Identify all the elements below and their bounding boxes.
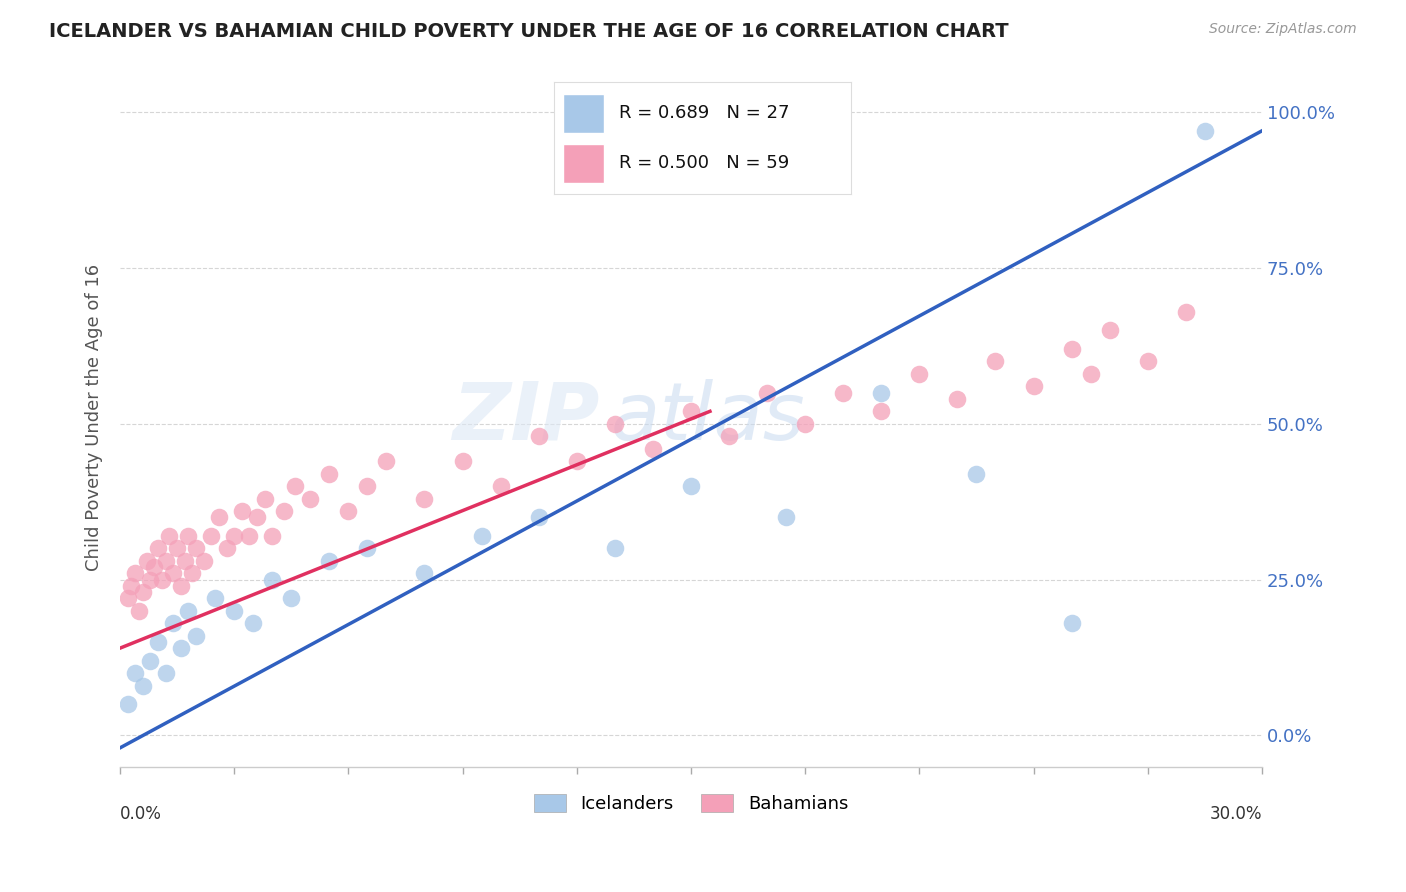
Point — [120, 579, 142, 593]
Point — [170, 641, 193, 656]
Point — [155, 554, 177, 568]
Point — [159, 529, 181, 543]
Y-axis label: Child Poverty Under the Age of 16: Child Poverty Under the Age of 16 — [86, 264, 103, 571]
Point — [262, 573, 284, 587]
Point — [224, 529, 246, 543]
Point — [1060, 342, 1083, 356]
Point — [177, 604, 200, 618]
Point — [756, 385, 779, 400]
Point — [870, 404, 893, 418]
Point — [1060, 616, 1083, 631]
Point — [215, 541, 238, 556]
Point — [527, 429, 550, 443]
Point — [832, 385, 855, 400]
Point — [162, 566, 184, 581]
Point — [318, 467, 340, 481]
Point — [162, 616, 184, 631]
Point — [150, 573, 173, 587]
Point — [870, 385, 893, 400]
Point — [284, 479, 307, 493]
Point — [679, 479, 702, 493]
Point — [356, 541, 378, 556]
Point — [139, 573, 162, 587]
Point — [603, 417, 626, 431]
Point — [1098, 323, 1121, 337]
Point — [117, 698, 139, 712]
Point — [170, 579, 193, 593]
Point — [679, 404, 702, 418]
Point — [603, 541, 626, 556]
Point — [280, 591, 302, 606]
Point — [356, 479, 378, 493]
Text: 0.0%: 0.0% — [120, 805, 162, 823]
Point — [1136, 354, 1159, 368]
Point — [984, 354, 1007, 368]
Point — [117, 591, 139, 606]
Text: 30.0%: 30.0% — [1209, 805, 1263, 823]
Point — [231, 504, 253, 518]
Point — [775, 510, 797, 524]
Point — [143, 560, 166, 574]
Text: ICELANDER VS BAHAMIAN CHILD POVERTY UNDER THE AGE OF 16 CORRELATION CHART: ICELANDER VS BAHAMIAN CHILD POVERTY UNDE… — [49, 22, 1010, 41]
Point — [946, 392, 969, 406]
Text: ZIP: ZIP — [453, 378, 599, 457]
Point — [262, 529, 284, 543]
Point — [375, 454, 398, 468]
Point — [471, 529, 494, 543]
Point — [489, 479, 512, 493]
Point — [184, 629, 207, 643]
Point — [166, 541, 188, 556]
Point — [451, 454, 474, 468]
Point — [204, 591, 226, 606]
Point — [224, 604, 246, 618]
Point — [177, 529, 200, 543]
Point — [273, 504, 295, 518]
Point — [565, 454, 588, 468]
Point — [181, 566, 204, 581]
Point — [146, 541, 169, 556]
Point — [299, 491, 322, 506]
Text: atlas: atlas — [612, 378, 806, 457]
Point — [200, 529, 222, 543]
Point — [413, 491, 436, 506]
Point — [965, 467, 987, 481]
Legend: Icelanders, Bahamians: Icelanders, Bahamians — [526, 787, 855, 821]
Point — [337, 504, 360, 518]
Point — [242, 616, 264, 631]
Point — [132, 585, 155, 599]
Point — [124, 566, 146, 581]
Point — [413, 566, 436, 581]
Point — [641, 442, 664, 456]
Point — [139, 654, 162, 668]
Text: Source: ZipAtlas.com: Source: ZipAtlas.com — [1209, 22, 1357, 37]
Point — [208, 510, 231, 524]
Point — [128, 604, 150, 618]
Point — [173, 554, 195, 568]
Point — [155, 666, 177, 681]
Point — [124, 666, 146, 681]
Point — [1194, 124, 1216, 138]
Point — [146, 635, 169, 649]
Point — [794, 417, 817, 431]
Point — [193, 554, 215, 568]
Point — [1174, 304, 1197, 318]
Point — [135, 554, 157, 568]
Point — [717, 429, 740, 443]
Point — [238, 529, 260, 543]
Point — [527, 510, 550, 524]
Point — [132, 679, 155, 693]
Point — [1080, 367, 1102, 381]
Point — [908, 367, 931, 381]
Point — [318, 554, 340, 568]
Point — [246, 510, 269, 524]
Point — [1022, 379, 1045, 393]
Point — [253, 491, 276, 506]
Point — [184, 541, 207, 556]
